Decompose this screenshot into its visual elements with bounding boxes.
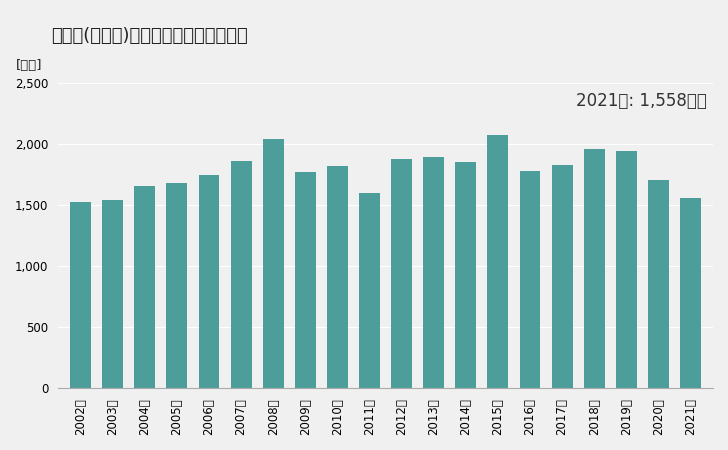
Text: 岩沼市(宮城県)の製造品出荷額等の推移: 岩沼市(宮城県)の製造品出荷額等の推移 [51,27,248,45]
Text: [億円]: [億円] [15,59,42,72]
Bar [520,171,540,388]
Bar [70,202,91,388]
Bar [456,162,476,388]
Bar [102,200,123,388]
Bar [391,159,412,388]
Bar [552,166,572,388]
Bar [327,166,348,388]
Bar [488,135,508,388]
Bar [135,186,155,388]
Bar [648,180,669,388]
Bar [584,148,605,388]
Bar [263,140,284,388]
Bar [680,198,701,388]
Bar [231,161,251,388]
Bar [199,175,219,388]
Bar [167,183,187,388]
Bar [295,172,316,388]
Text: 2021年: 1,558億円: 2021年: 1,558億円 [576,92,706,110]
Bar [616,151,637,388]
Bar [423,158,444,388]
Bar [359,193,380,388]
